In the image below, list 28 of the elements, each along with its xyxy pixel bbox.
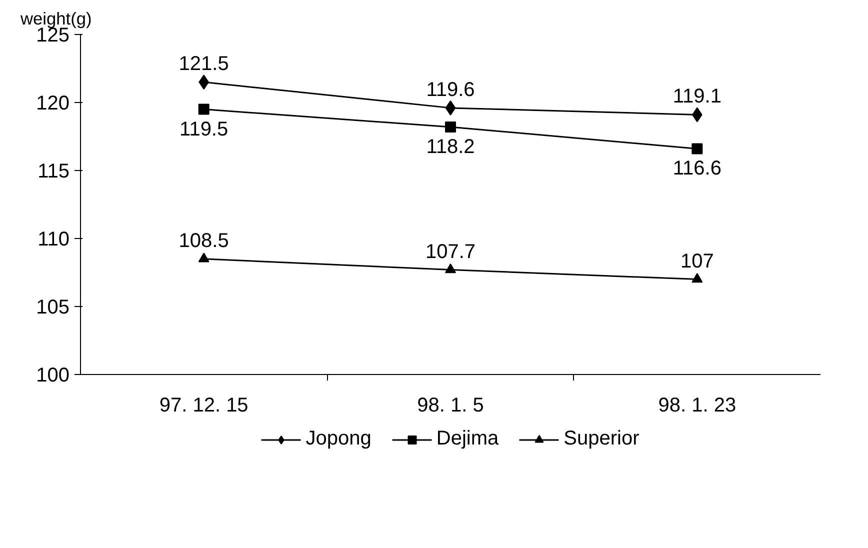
data-label: 119.1 bbox=[672, 86, 722, 108]
data-label: 107.7 bbox=[425, 240, 476, 263]
data-label: 121.5 bbox=[178, 53, 229, 76]
y-tick-label: 100 bbox=[36, 364, 70, 386]
y-axis-title: weight(g) bbox=[20, 8, 92, 28]
data-label: 119.5 bbox=[180, 118, 228, 140]
y-tick-label: 105 bbox=[36, 296, 70, 318]
legend-label: Jopong bbox=[306, 428, 372, 450]
data-label: 119.6 bbox=[426, 78, 475, 101]
y-tick-label: 110 bbox=[38, 228, 70, 250]
point bbox=[445, 121, 456, 132]
legend-label: Dejima bbox=[436, 428, 499, 450]
point bbox=[445, 264, 456, 274]
point bbox=[445, 100, 456, 116]
point bbox=[198, 104, 210, 115]
x-tick-label: 97. 12. 15 bbox=[159, 394, 248, 416]
data-label: 108.5 bbox=[178, 230, 229, 252]
data-label: 118.2 bbox=[426, 136, 475, 158]
y-tick-label: 120 bbox=[36, 92, 70, 114]
x-tick-label: 98. 1. 5 bbox=[417, 394, 484, 416]
point bbox=[692, 273, 703, 283]
point bbox=[198, 252, 210, 262]
point bbox=[692, 143, 703, 154]
x-tick-label: 98. 1. 23 bbox=[658, 394, 736, 416]
data-label: 107 bbox=[680, 250, 714, 272]
data-label: 116.6 bbox=[672, 158, 722, 180]
legend-label: Superior bbox=[564, 428, 640, 450]
y-tick-label: 115 bbox=[38, 160, 70, 182]
